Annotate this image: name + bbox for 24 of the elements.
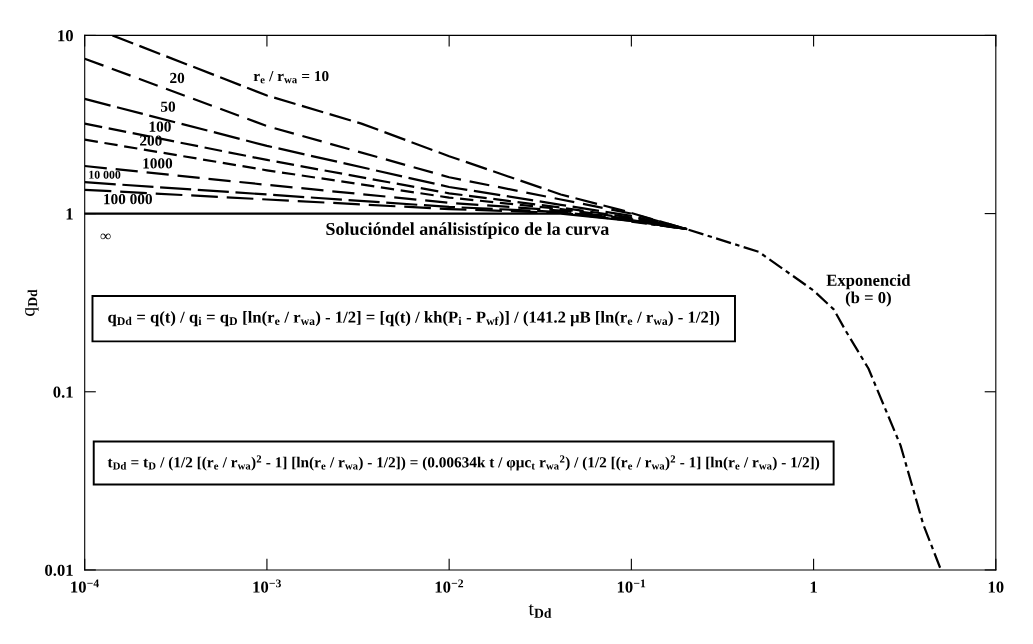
x-tick-label: 10 [988, 581, 1004, 593]
text: t$_{Dd}$ = t$_{D}$ / (1/2 [(r$_{e}$ / r$_{wa}$)$^{2}$ - 1] [ln(r$_{e}$ / r$_{wa}$) - 1/2]) = (0.00634k t / φμc$_{t}$ r$_{wa}$$^{2}$) / (1/2 [(r$_{e}$ / r$_{wa}$)$^{2}$ - 1] [ln(r$_{e}$ / r$_{wa}$) - 1/2]) [107, 455, 820, 471]
annotation: Solucióndel análisistípico de la curva [326, 222, 610, 239]
series-label: 100 [149, 121, 171, 132]
x-tick-label: 10$^{−1}$ [617, 579, 646, 593]
y-tick-label: 0.01 [45, 564, 73, 576]
x-tick-label: 10$^{−2}$ [435, 579, 464, 593]
x-tick-label: 10$^{−3}$ [253, 579, 281, 593]
series-label: 1000 [143, 158, 173, 169]
series-label: 20 [170, 72, 185, 84]
text: q$_{Dd}$ = q(t) / q$_{i}$ = q$_{D}$ [ln(r$_{e}$ / r$_{wa}$) - 1/2] = [q(t) / kh(P$_{i}$ - P$_{wf}$)] / (141.2 μB [ln(r$_{e}$ / r$_{wa}$) - 1/2]) [108, 311, 720, 327]
x-tick-label: 10$^{−4}$ [71, 579, 99, 593]
y-axis-title: q$_{Dd}$ [25, 289, 39, 316]
series-label: ∞ [100, 233, 111, 240]
x-axis-title: t$_{Dd}$ [528, 604, 552, 618]
y-tick-label: 10 [58, 30, 73, 42]
y-tick-label: 1 [66, 208, 73, 220]
series-label: 10 000 [89, 170, 121, 179]
series-label: Exponencid (b = 0) [826, 274, 911, 307]
y-tick-label: 0.1 [53, 386, 73, 398]
series-label: r$_{e}$ / r$_{wa}$ = 10 [253, 70, 329, 84]
x-tick-label: 1 [810, 581, 817, 593]
series-label: 50 [160, 101, 176, 112]
series-label: 100 000 [104, 193, 152, 205]
